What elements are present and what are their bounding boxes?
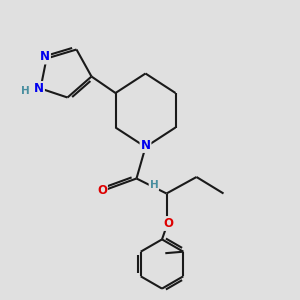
Text: H: H — [20, 86, 29, 97]
Text: O: O — [163, 217, 173, 230]
Text: N: N — [140, 139, 151, 152]
Text: N: N — [40, 50, 50, 64]
Text: N: N — [34, 82, 44, 95]
Text: O: O — [97, 184, 107, 197]
Text: H: H — [149, 180, 158, 190]
